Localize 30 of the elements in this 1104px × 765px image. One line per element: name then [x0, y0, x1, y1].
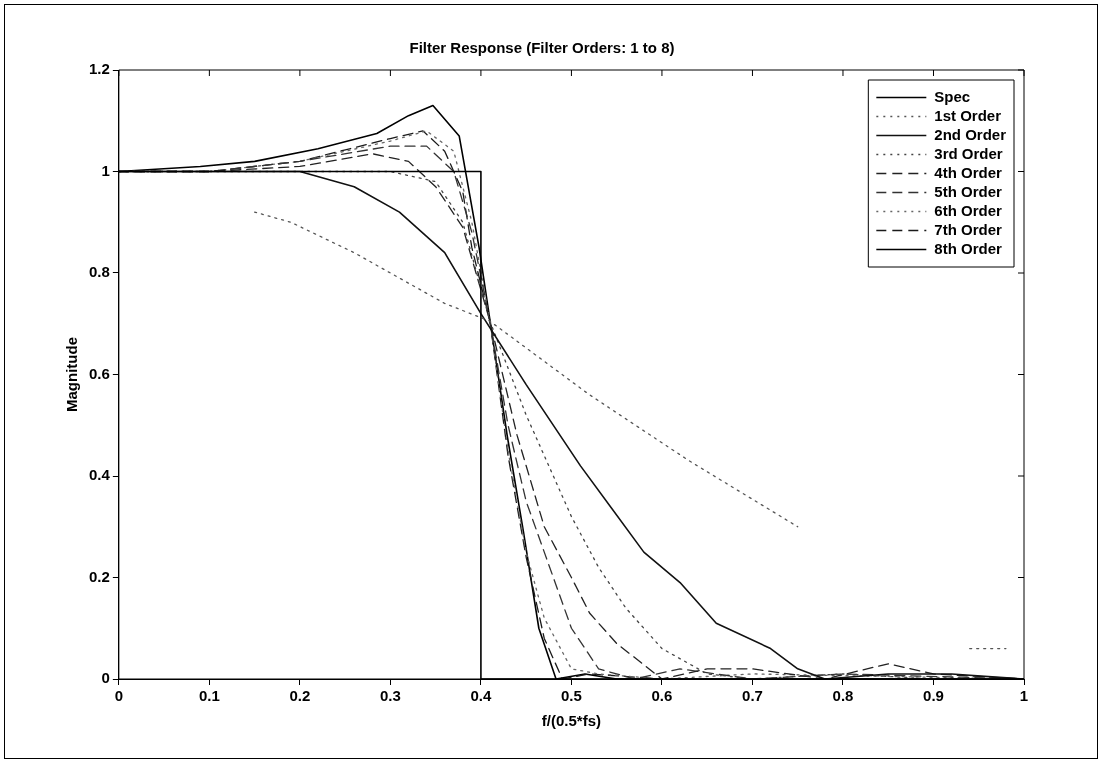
- legend-label: Spec: [934, 87, 971, 105]
- x-tick-label: 1: [1019, 687, 1029, 705]
- y-tick-label: 0.2: [88, 567, 110, 585]
- legend-label: 3rd Order: [934, 144, 1003, 162]
- x-tick-label: 0.1: [198, 687, 220, 705]
- y-tick-label: 0.6: [88, 364, 110, 382]
- chart-title: Filter Response (Filter Orders: 1 to 8): [409, 39, 675, 57]
- legend-label: 7th Order: [934, 220, 1002, 238]
- x-tick-label: 0.3: [379, 687, 401, 705]
- x-axis-title: f/(0.5*fs): [541, 712, 602, 730]
- legend-label: 4th Order: [934, 163, 1002, 181]
- y-tick-label: 1: [101, 161, 110, 179]
- y-tick-label: 0.4: [88, 466, 111, 484]
- x-tick-label: 0.9: [923, 687, 944, 705]
- y-tick-label: 0: [101, 669, 110, 687]
- x-tick-label: 0.6: [651, 687, 673, 705]
- legend-label: 6th Order: [934, 201, 1002, 219]
- y-tick-label: 0.8: [88, 263, 110, 281]
- legend-label: 8th Order: [934, 239, 1002, 257]
- y-tick-label: 1.2: [88, 60, 110, 78]
- legend-label: 1st Order: [934, 106, 1002, 124]
- x-tick-label: 0: [114, 687, 124, 705]
- x-tick-label: 0.2: [289, 687, 311, 705]
- legend-label: 5th Order: [934, 182, 1002, 200]
- x-tick-label: 0.7: [742, 687, 763, 705]
- x-tick-label: 0.5: [561, 687, 582, 705]
- y-axis-title: Magnitude: [63, 337, 81, 412]
- x-tick-label: 0.8: [832, 687, 854, 705]
- legend-label: 2nd Order: [934, 125, 1007, 143]
- x-tick-label: 0.4: [470, 687, 492, 705]
